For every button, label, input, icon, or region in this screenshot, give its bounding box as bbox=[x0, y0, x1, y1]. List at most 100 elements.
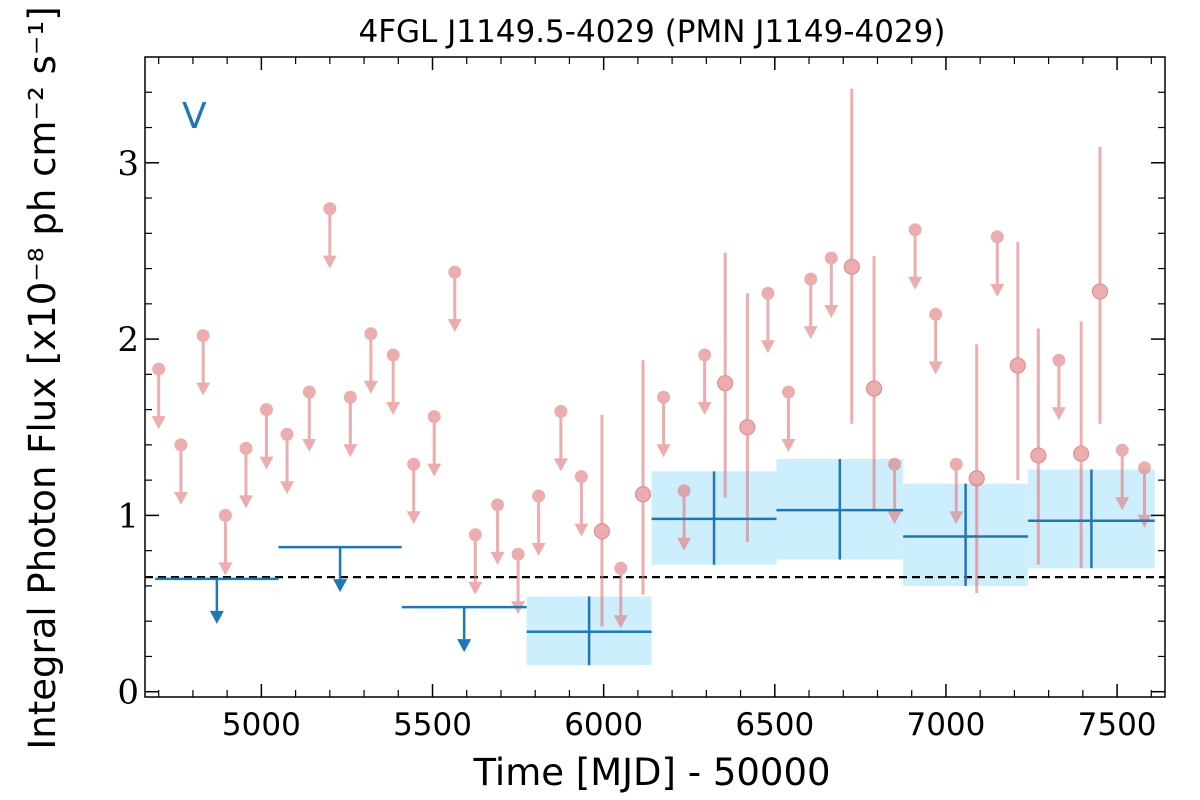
upper-limit-arrowhead bbox=[490, 551, 505, 565]
detection-point bbox=[865, 380, 883, 397]
upper-limit-point bbox=[614, 561, 628, 575]
panel-label: V bbox=[182, 96, 207, 137]
upper-limit-point bbox=[448, 265, 462, 279]
short-bin-detection bbox=[1073, 321, 1090, 569]
detection-point bbox=[968, 470, 985, 487]
short-bin-upper-limit bbox=[343, 390, 358, 458]
upper-limit-point bbox=[554, 404, 568, 418]
short-bin-upper-limit bbox=[656, 390, 671, 458]
long-bin-detection bbox=[903, 483, 1029, 586]
upper-limit-point bbox=[511, 547, 525, 561]
short-bin-detection bbox=[739, 293, 756, 542]
plot-frame bbox=[144, 56, 1166, 698]
x-tick-label: 5000 bbox=[222, 707, 301, 743]
short-bin-upper-limit bbox=[677, 484, 692, 551]
short-bin-detection bbox=[717, 252, 734, 498]
upper-limit-point bbox=[698, 348, 712, 362]
upper-limit-point bbox=[761, 286, 775, 300]
long-bin-detection bbox=[651, 471, 777, 565]
long-bin-arrowhead bbox=[457, 639, 472, 653]
upper-limit-point bbox=[1052, 353, 1066, 367]
upper-limit-point bbox=[343, 390, 357, 404]
upper-limit-arrowhead bbox=[1115, 497, 1130, 511]
chart-title: 4FGL J1149.5-4029 (PMN J1149-4029) bbox=[358, 14, 945, 50]
upper-limit-arrowhead bbox=[697, 401, 712, 415]
short-bin-upper-limit bbox=[928, 307, 943, 375]
upper-limit-arrowhead bbox=[406, 511, 421, 525]
upper-limit-point bbox=[532, 489, 546, 503]
x-tick-label: 6500 bbox=[735, 707, 814, 743]
upper-limit-arrowhead bbox=[1051, 407, 1066, 421]
short-bin-upper-limit bbox=[1137, 461, 1152, 528]
upper-limit-arrowhead bbox=[803, 326, 818, 340]
y-tick-label: 1 bbox=[117, 496, 139, 536]
y-tick-label: 3 bbox=[117, 144, 139, 184]
upper-limit-point bbox=[491, 498, 505, 512]
short-bin-upper-limit bbox=[824, 251, 839, 318]
short-bin-upper-limit bbox=[908, 223, 923, 290]
upper-limit-point bbox=[407, 457, 421, 471]
short-bin-upper-limit bbox=[196, 329, 211, 396]
short-bin-detection bbox=[843, 88, 860, 424]
long-bin-upper-limit bbox=[401, 605, 527, 653]
short-bin-upper-limit bbox=[781, 385, 796, 452]
upper-limit-arrowhead bbox=[928, 361, 943, 375]
upper-limit-arrowhead bbox=[427, 463, 442, 477]
upper-limit-point bbox=[929, 307, 943, 321]
upper-limit-arrowhead bbox=[343, 444, 358, 458]
upper-limit-point bbox=[152, 362, 166, 376]
upper-limit-arrowhead bbox=[760, 340, 775, 354]
upper-limit-point bbox=[990, 230, 1004, 244]
y-axis-label: Integral Photon Flux [x10⁻⁸ ph cm⁻² s⁻¹] bbox=[21, 6, 64, 749]
y-tick-label: 0 bbox=[117, 673, 139, 713]
upper-limit-arrowhead bbox=[781, 438, 796, 452]
long-bin-upper-limit bbox=[278, 545, 402, 593]
upper-limit-point bbox=[1115, 443, 1129, 457]
upper-limit-point bbox=[824, 251, 838, 265]
short-bin-detection bbox=[634, 360, 652, 595]
upper-limit-point bbox=[657, 390, 671, 404]
short-bin-detection bbox=[593, 414, 611, 627]
detection-point bbox=[1073, 445, 1090, 462]
short-bin-detection bbox=[1091, 146, 1109, 424]
detection-point bbox=[1030, 447, 1047, 464]
upper-limit-arrowhead bbox=[656, 444, 671, 458]
long-bin-arrowhead bbox=[333, 579, 348, 593]
upper-limit-arrowhead bbox=[613, 615, 628, 629]
short-bin-upper-limit bbox=[990, 230, 1005, 297]
short-bin-upper-limit bbox=[949, 457, 964, 525]
long-bin-detection bbox=[526, 596, 652, 666]
x-axis-ticks: 5000 5500 6000 6500 7000 7500 bbox=[158, 57, 1157, 743]
short-bin-upper-limit bbox=[574, 470, 589, 537]
upper-limit-point bbox=[804, 272, 818, 286]
upper-limit-arrowhead bbox=[949, 511, 964, 525]
upper-limit-point bbox=[888, 457, 902, 471]
upper-limit-arrowhead bbox=[908, 276, 923, 290]
upper-limit-point bbox=[302, 385, 316, 399]
upper-limit-point bbox=[196, 329, 210, 343]
short-bin-upper-limit bbox=[468, 528, 483, 595]
x-axis-label: Time [MJD] - 50000 bbox=[472, 751, 830, 794]
upper-limit-point bbox=[280, 427, 294, 441]
short-bin-upper-limit bbox=[386, 348, 401, 415]
upper-limit-arrowhead bbox=[173, 491, 188, 505]
upper-limit-point bbox=[260, 403, 274, 417]
short-bin-upper-limit bbox=[531, 489, 546, 557]
upper-limit-arrowhead bbox=[218, 562, 233, 576]
upper-limit-point bbox=[427, 410, 441, 424]
upper-limit-point bbox=[218, 508, 232, 522]
short-bin-upper-limit bbox=[238, 441, 253, 509]
detection-point bbox=[634, 486, 652, 503]
long-bin-detection bbox=[1028, 469, 1155, 569]
upper-limit-arrowhead bbox=[553, 458, 568, 472]
short-bin-detection bbox=[1009, 242, 1026, 481]
upper-limit-arrowhead bbox=[447, 319, 462, 333]
short-bin-detection bbox=[1030, 328, 1047, 565]
short-bin-upper-limit bbox=[259, 403, 274, 470]
x-tick-label: 7000 bbox=[906, 707, 985, 743]
short-bin-upper-limit bbox=[511, 547, 526, 615]
upper-limit-arrowhead bbox=[322, 255, 337, 269]
short-bin-detection bbox=[865, 256, 883, 511]
plot-area bbox=[145, 88, 1165, 666]
